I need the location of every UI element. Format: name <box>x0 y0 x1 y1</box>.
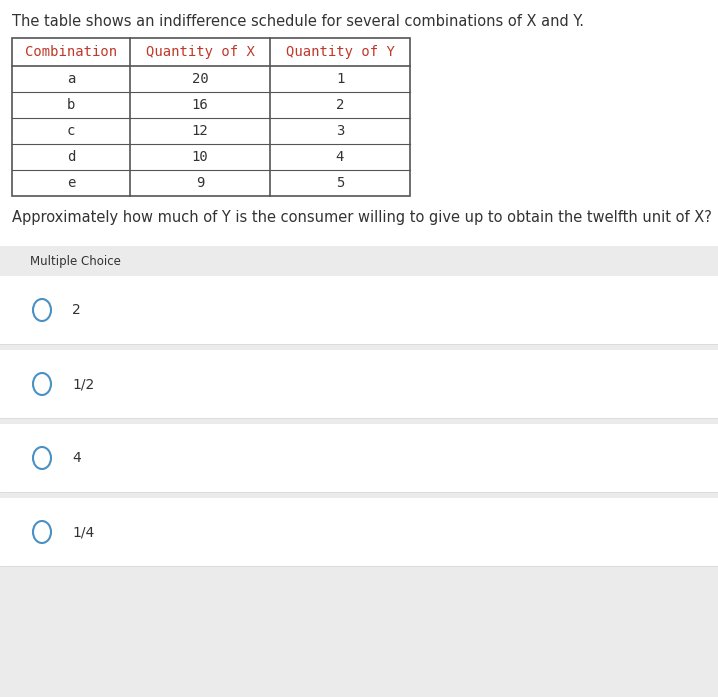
Ellipse shape <box>33 521 51 543</box>
Text: Combination: Combination <box>25 45 117 59</box>
Text: d: d <box>67 150 75 164</box>
Bar <box>0 276 718 344</box>
Text: 4: 4 <box>72 451 80 465</box>
Text: 1/4: 1/4 <box>72 525 94 539</box>
Bar <box>0 350 718 418</box>
Text: 16: 16 <box>192 98 208 112</box>
Text: 10: 10 <box>192 150 208 164</box>
Text: 2: 2 <box>72 303 80 317</box>
Text: 5: 5 <box>336 176 344 190</box>
Text: Quantity of Y: Quantity of Y <box>286 45 394 59</box>
Text: 2: 2 <box>336 98 344 112</box>
Ellipse shape <box>33 373 51 395</box>
Text: a: a <box>67 72 75 86</box>
Text: 12: 12 <box>192 124 208 138</box>
Text: 20: 20 <box>192 72 208 86</box>
Text: c: c <box>67 124 75 138</box>
Text: The table shows an indifference schedule for several combinations of X and Y.: The table shows an indifference schedule… <box>12 14 584 29</box>
Text: e: e <box>67 176 75 190</box>
Text: 1: 1 <box>336 72 344 86</box>
Ellipse shape <box>33 299 51 321</box>
Bar <box>12 38 410 196</box>
Bar <box>0 498 718 566</box>
Text: 1/2: 1/2 <box>72 377 94 391</box>
Bar <box>0 424 718 492</box>
Ellipse shape <box>33 447 51 469</box>
Text: Multiple Choice: Multiple Choice <box>30 254 121 268</box>
Text: b: b <box>67 98 75 112</box>
Text: 9: 9 <box>196 176 204 190</box>
Text: 4: 4 <box>336 150 344 164</box>
Text: Approximately how much of Y is the consumer willing to give up to obtain the twe: Approximately how much of Y is the consu… <box>12 210 712 225</box>
Bar <box>0 246 718 697</box>
Text: Quantity of X: Quantity of X <box>146 45 254 59</box>
Text: 3: 3 <box>336 124 344 138</box>
